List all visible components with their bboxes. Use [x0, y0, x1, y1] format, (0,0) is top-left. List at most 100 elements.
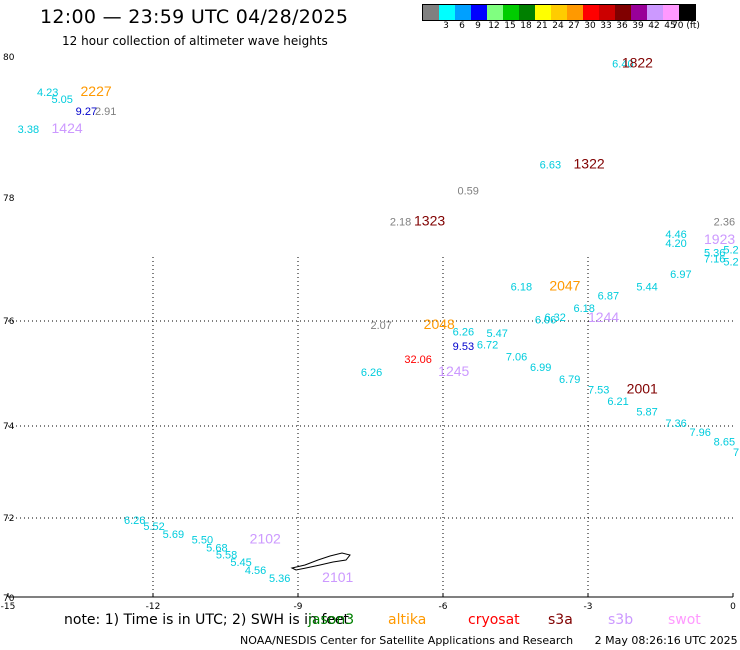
colorbar-swatch — [583, 5, 599, 20]
x-tick-label: -3 — [584, 602, 593, 610]
legend-cryosat: cryosat — [468, 612, 520, 628]
wave-height-label: 6.72 — [477, 339, 498, 351]
legend-jason3: jason3 — [308, 612, 355, 628]
wave-height-label: 5.2 — [723, 257, 738, 269]
footer-credit: NOAA/NESDIS Center for Satellite Applica… — [240, 634, 574, 647]
colorbar-swatch — [551, 5, 567, 20]
wave-height-label: 5.68 — [206, 543, 227, 555]
pass-time-label: 1923 — [704, 231, 735, 247]
pass-time-label: 2048 — [424, 316, 455, 332]
wave-height-label: 7.96 — [690, 427, 711, 439]
wave-height-label: 6.32 — [545, 312, 566, 324]
wave-height-label: 5.52 — [143, 521, 164, 533]
legend-altika: altika — [388, 612, 427, 628]
y-tick-label: 72 — [3, 514, 14, 524]
pass-time-label: 2227 — [81, 83, 112, 99]
colorbar-swatch — [535, 5, 551, 20]
wave-height-label: 7.16 — [704, 254, 725, 266]
wave-height-label: 9.53 — [453, 341, 474, 353]
colorbar-swatch — [487, 5, 503, 20]
colorbar-swatch — [567, 5, 583, 20]
wave-height-label: 5.69 — [163, 529, 184, 541]
wave-height-label: 8.65 — [714, 436, 735, 448]
plot-area: -15 -12 -9 -6 -3 0 70 72 74 76 78 80 4.235.059.272.9… — [1, 53, 740, 610]
wave-height-label: 2.18 — [390, 217, 411, 229]
wave-height-label: 5.36 — [269, 573, 290, 585]
y-tick-label: 74 — [3, 422, 15, 432]
x-tick-label: -15 — [1, 602, 16, 610]
colorbar-label: 30 — [584, 21, 596, 31]
wave-height-label: 5.58 — [216, 550, 237, 562]
wave-height-label: 7.43 — [733, 447, 740, 459]
colorbar — [422, 4, 696, 21]
x-tick-label: -6 — [439, 602, 448, 610]
pass-time-label: 1322 — [574, 155, 605, 171]
colorbar-swatch — [519, 5, 535, 20]
wave-height-label: 4.23 — [37, 87, 58, 99]
chart-subtitle: 12 hour collection of altimeter wave hei… — [62, 34, 328, 48]
y-tick-label: 70 — [3, 594, 15, 604]
wave-height-label: 5.05 — [52, 94, 73, 106]
colorbar-label: 15 — [504, 21, 516, 31]
wave-height-label: 6.18 — [574, 303, 595, 315]
wave-height-label: 4.56 — [245, 565, 266, 577]
colorbar-swatch — [455, 5, 471, 20]
wave-height-label: 9.27 — [76, 106, 97, 118]
colorbar-swatch — [663, 5, 679, 20]
island-outline — [290, 552, 351, 571]
colorbar-swatch — [423, 5, 439, 20]
wave-height-label: 2.07 — [371, 320, 392, 332]
wave-height-label: 6.63 — [540, 159, 561, 171]
colorbar-label: 39 — [632, 21, 644, 31]
wave-height-label: 7.53 — [588, 384, 609, 396]
pass-time-label: 1244 — [588, 309, 619, 325]
colorbar-label: 9 — [475, 21, 481, 31]
pass-time-label: 1245 — [438, 363, 469, 379]
legend-s3a: s3a — [548, 612, 573, 628]
pass-time-label: 1424 — [52, 120, 83, 136]
wave-height-label: 6.06 — [535, 315, 556, 327]
wave-height-label: 5.2 — [723, 244, 738, 256]
y-tick-label: 80 — [3, 53, 15, 63]
colorbar-label: 3 — [443, 21, 449, 31]
wave-height-label: 5.47 — [487, 328, 508, 340]
wave-height-label: 2.36 — [714, 217, 735, 229]
wave-height-label: 5.50 — [192, 535, 213, 547]
colorbar-label: 70 (ft) — [672, 21, 700, 31]
y-tick-label: 76 — [3, 317, 15, 327]
wave-height-label: 6.40 — [612, 59, 633, 71]
colorbar-label: 33 — [600, 21, 612, 31]
pass-time-label: 2047 — [549, 277, 580, 293]
pass-time-label: 2001 — [627, 380, 658, 396]
wave-height-label: 6.97 — [670, 269, 691, 281]
footer: NOAA/NESDIS Center for Satellite Applica… — [240, 634, 738, 647]
colorbar-swatch — [647, 5, 663, 20]
wave-height-label: 6.21 — [607, 396, 628, 408]
colorbar-label: 42 — [648, 21, 660, 31]
pass-time-label: 2101 — [322, 569, 353, 585]
wave-height-label: 4.20 — [665, 238, 686, 250]
colorbar-swatch — [615, 5, 631, 20]
wave-height-label: 6.26 — [124, 515, 145, 527]
wave-height-label: 5.45 — [230, 557, 251, 569]
wave-height-label: 5.44 — [636, 281, 657, 293]
x-tick-label: -9 — [294, 602, 303, 610]
wave-height-label: 2.91 — [95, 106, 116, 118]
wave-height-label: 6.87 — [598, 290, 619, 302]
colorbar-label: 18 — [520, 21, 532, 31]
chart-title: 12:00 — 23:59 UTC 04/28/2025 — [40, 6, 349, 28]
wave-height-label: 7.36 — [665, 418, 686, 430]
wave-height-label: 6.26 — [453, 327, 474, 339]
legend-s3b: s3b — [608, 612, 634, 628]
y-tick-label: 78 — [3, 194, 15, 204]
x-tick-label: 0 — [730, 602, 736, 610]
colorbar-swatch — [599, 5, 615, 20]
wave-height-label: 4.46 — [665, 229, 686, 241]
colorbar-label: 21 — [536, 21, 548, 31]
colorbar-swatch — [631, 5, 647, 20]
colorbar-label: 12 — [488, 21, 500, 31]
wave-height-label: 3.38 — [18, 124, 39, 136]
note-text: note: 1) Time is in UTC; 2) SWH is in fe… — [64, 612, 350, 628]
colorbar-swatch — [679, 5, 695, 20]
wave-height-label: 5.36 — [704, 247, 725, 259]
